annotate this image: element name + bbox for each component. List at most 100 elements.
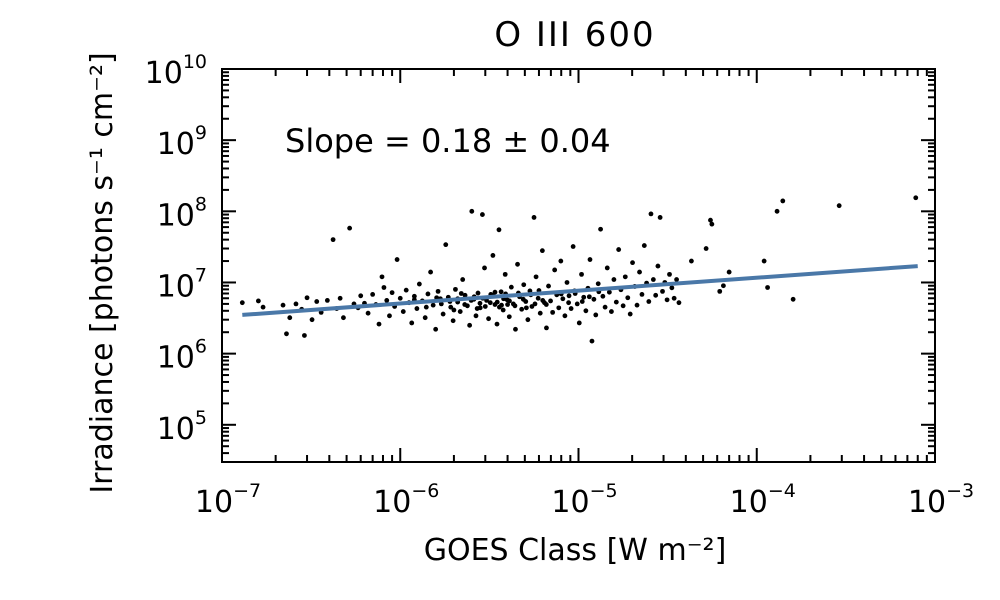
data-point (708, 217, 713, 223)
data-point (497, 304, 502, 310)
data-point (671, 295, 677, 301)
data-point (616, 247, 622, 252)
data-point (430, 302, 436, 308)
y-axis-label: Irradiance [photons s⁻¹ cm⁻²] (85, 52, 120, 493)
data-point (646, 299, 652, 304)
data-point (674, 277, 679, 282)
data-point (717, 288, 723, 294)
data-point (304, 295, 310, 301)
data-point (790, 296, 796, 302)
data-point (379, 274, 385, 280)
data-point (604, 265, 610, 271)
data-point (564, 280, 570, 285)
data-point (494, 299, 500, 305)
data-point (562, 313, 568, 319)
data-point (309, 317, 315, 323)
data-point (330, 237, 336, 243)
data-point (531, 215, 537, 220)
data-point (521, 282, 527, 288)
data-point (337, 295, 343, 301)
data-point (637, 269, 642, 275)
data-point (566, 300, 572, 306)
data-point (579, 299, 585, 304)
data-point (703, 246, 709, 251)
data-point (314, 299, 320, 304)
data-point (462, 292, 468, 298)
data-point (613, 299, 619, 305)
data-point (664, 297, 670, 303)
data-point (435, 288, 441, 294)
data-point (293, 301, 299, 307)
data-point (492, 289, 498, 295)
data-point (284, 331, 289, 337)
data-point (255, 298, 261, 304)
y-tick-label: 108 (157, 193, 207, 233)
data-point (525, 317, 531, 323)
data-point (512, 303, 518, 309)
data-point (523, 305, 529, 311)
data-point (502, 271, 508, 277)
data-point (425, 291, 431, 297)
data-point (535, 295, 541, 301)
data-point (370, 291, 376, 297)
data-point (552, 267, 558, 273)
data-point (469, 208, 475, 214)
data-point (574, 301, 580, 307)
data-point (622, 274, 628, 280)
data-point (581, 294, 587, 300)
data-point (576, 320, 582, 326)
data-point (533, 274, 539, 280)
data-point (513, 326, 518, 332)
x-tick-label: 10−5 (551, 480, 617, 520)
data-point (453, 286, 458, 292)
data-point (579, 271, 584, 277)
data-point (475, 290, 481, 296)
y-tick-label: 106 (157, 336, 207, 376)
data-point (433, 326, 439, 332)
data-point (423, 304, 429, 310)
data-point (450, 318, 456, 324)
data-point (539, 248, 545, 254)
data-point (650, 277, 656, 282)
data-point (593, 312, 599, 318)
data-point (358, 293, 364, 299)
data-point (494, 321, 500, 327)
data-point (587, 257, 593, 262)
data-point (600, 293, 606, 299)
data-point (480, 212, 485, 217)
data-point (667, 271, 672, 277)
data-point (460, 277, 466, 282)
data-point (586, 294, 592, 300)
data-point (648, 211, 654, 217)
data-point (556, 305, 562, 311)
data-point (381, 285, 387, 290)
data-point (544, 325, 549, 331)
data-point (477, 300, 483, 306)
data-point (416, 281, 422, 287)
data-point (440, 311, 446, 317)
y-tick-label: 109 (157, 122, 207, 162)
data-point (598, 226, 603, 232)
data-point (634, 302, 640, 308)
data-point (500, 307, 506, 313)
data-point (474, 306, 480, 311)
data-point (532, 301, 538, 307)
data-point (620, 303, 626, 309)
data-point (280, 302, 286, 308)
x-tick-label: 10−4 (730, 480, 796, 520)
y-tick-label: 105 (157, 407, 207, 447)
data-point (387, 313, 392, 319)
data-point (462, 302, 468, 307)
data-point (486, 316, 491, 322)
data-point (400, 309, 406, 314)
data-point (602, 304, 608, 310)
data-point (653, 292, 659, 298)
data-point (765, 285, 770, 290)
x-tick-label: 10−6 (373, 480, 439, 520)
data-point (341, 315, 346, 321)
data-point (505, 302, 510, 307)
data-point (451, 307, 457, 313)
data-point (660, 288, 665, 294)
data-point (389, 290, 395, 296)
data-point (473, 313, 479, 319)
